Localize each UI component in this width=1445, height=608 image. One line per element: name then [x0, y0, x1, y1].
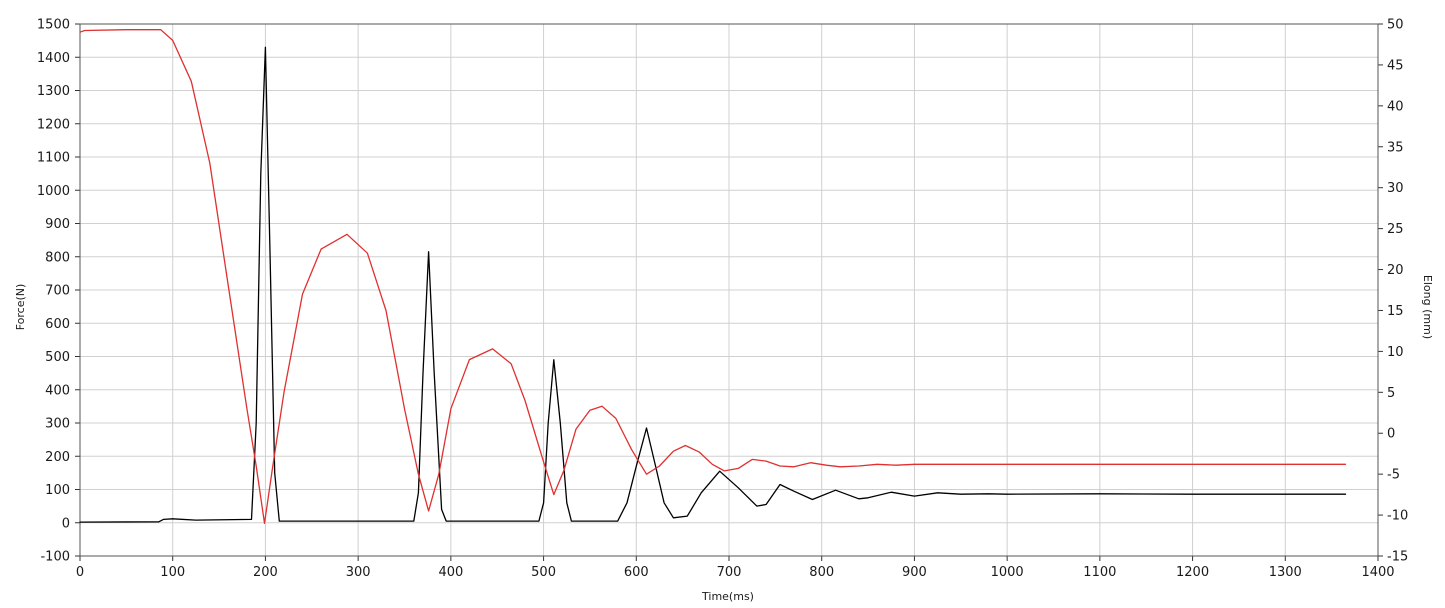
y2-tick-label: 45: [1387, 58, 1404, 73]
x-tick-label: 1300: [1269, 565, 1302, 580]
y2-tick-label: 30: [1387, 181, 1404, 196]
y-tick-label: 400: [45, 383, 70, 398]
tick-labels: 0 100 200 300 400 500 600 700 800 900 1000 1100 1200…: [37, 18, 1408, 581]
y-tick-label: 1200: [37, 117, 70, 132]
y-tick-label: 200: [45, 450, 70, 465]
x-tick-label: 1200: [1176, 565, 1209, 580]
y-tick-label: 700: [45, 284, 70, 299]
y2-tick-label: -15: [1387, 550, 1408, 565]
y2-tick-label: 25: [1387, 222, 1404, 237]
axes: [75, 23, 1383, 561]
y2-tick-label: -10: [1387, 509, 1408, 524]
x-tick-label: 600: [624, 565, 649, 580]
x-axis-label: Time(ms): [701, 590, 754, 603]
x-tick-label: 1000: [991, 565, 1024, 580]
series-lines: [79, 29, 1347, 524]
y2-tick-label: 0: [1387, 427, 1395, 442]
plot-frame: [79, 23, 1379, 557]
y2-tick-label: 10: [1387, 345, 1404, 360]
y-tick-label: 900: [45, 217, 70, 232]
x-tick-label: 1100: [1083, 565, 1116, 580]
x-tick-label: 700: [717, 565, 742, 580]
x-tick-label: 900: [902, 565, 927, 580]
x-tick-label: 200: [253, 565, 278, 580]
y-tick-label: 1000: [37, 184, 70, 199]
y2-tick-label: 5: [1387, 386, 1395, 401]
y-tick-label: 500: [45, 350, 70, 365]
y-tick-label: 300: [45, 417, 70, 432]
y-tick-label: 1400: [37, 51, 70, 66]
y2-tick-label: 15: [1387, 304, 1404, 319]
y2-tick-label: 40: [1387, 99, 1404, 114]
x-tick-label: 1400: [1361, 565, 1394, 580]
y2-tick-label: 20: [1387, 263, 1404, 278]
y2-tick-label: 50: [1387, 18, 1404, 33]
y-tick-label: 600: [45, 317, 70, 332]
y-tick-label: 0: [62, 516, 70, 531]
elongation-series-line: [79, 29, 1347, 524]
y-tick-label: -100: [40, 550, 70, 565]
y-axis-label: Force(N): [14, 284, 27, 331]
x-tick-label: 100: [160, 565, 185, 580]
y2-tick-label: -5: [1387, 468, 1400, 483]
x-tick-label: 400: [438, 565, 463, 580]
y-tick-label: 1500: [37, 18, 70, 33]
y-tick-label: 1300: [37, 84, 70, 99]
y2-tick-label: 35: [1387, 140, 1404, 155]
force-series-line: [79, 46, 1347, 523]
y-tick-label: 1100: [37, 151, 70, 166]
x-tick-label: 500: [531, 565, 556, 580]
grid: [79, 23, 1379, 557]
y-tick-label: 800: [45, 250, 70, 265]
x-tick-label: 800: [809, 565, 834, 580]
y-tick-label: 100: [45, 483, 70, 498]
y2-axis-label: Elong (mm): [1421, 275, 1434, 339]
x-tick-label: 0: [76, 565, 84, 580]
x-tick-label: 300: [346, 565, 371, 580]
